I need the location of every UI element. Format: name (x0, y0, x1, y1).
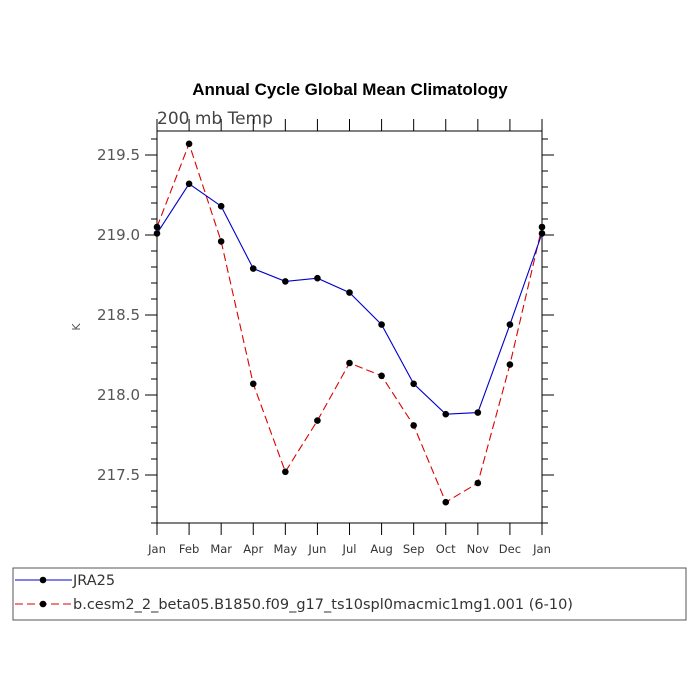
data-point-series-2 (410, 422, 417, 429)
y-tick-label: 218.0 (97, 386, 140, 404)
data-point-series-1 (185, 180, 193, 188)
chart-title: Annual Cycle Global Mean Climatology (192, 80, 508, 99)
x-tick-labels: Jan Feb Mar Apr May Jun Jul Aug Sep Oct Nov Dec Jan (147, 542, 551, 556)
data-point-series-1 (474, 409, 482, 416)
legend-marker-2 (39, 600, 47, 608)
x-tick-label: Mar (210, 542, 232, 556)
legend-label-2: b.cesm2_2_beta05.B1850.f09_g17_ts10spl0m… (73, 597, 573, 613)
data-point-series-2 (314, 417, 321, 424)
data-point-series-1 (249, 265, 257, 272)
x-tick-label: Aug (370, 542, 392, 556)
data-point-series-2 (346, 359, 353, 367)
data-point-series-1 (442, 410, 450, 418)
y-tick-label: 217.5 (97, 466, 140, 484)
chart-subtitle: 200 mb Temp (157, 109, 273, 129)
data-point-series-2 (442, 498, 450, 506)
data-point-series-2 (185, 140, 193, 148)
data-point-series-1 (282, 278, 289, 285)
legend: JRA25 b.cesm2_2_beta05.B1850.f09_g17_ts10… (12, 567, 687, 621)
x-tick-label: Feb (179, 542, 199, 556)
series-line-1 (156, 183, 543, 415)
legend-label-1: JRA25 (72, 573, 115, 589)
x-tick-label: May (273, 542, 297, 556)
x-tick-label: Oct (436, 542, 456, 556)
data-point-series-1 (346, 289, 353, 296)
tick-marks (145, 119, 554, 535)
data-point-series-2 (474, 479, 482, 487)
x-tick-label: Jun (307, 542, 326, 556)
series-line-2 (156, 142, 543, 503)
y-tick-label: 219.0 (97, 226, 140, 244)
legend-box (12, 567, 687, 621)
y-tick-labels: 217.5 218.0 218.5 219.0 219.5 (97, 146, 140, 484)
x-tick-label: Dec (499, 542, 521, 556)
x-tick-label: Apr (243, 542, 263, 556)
data-point-series-2 (217, 238, 225, 245)
x-tick-label: Jan (532, 542, 551, 556)
series-lines (153, 140, 546, 506)
x-tick-label: Nov (467, 542, 490, 556)
data-point-series-2 (378, 372, 385, 380)
data-point-series-1 (378, 321, 385, 328)
legend-marker-1 (39, 576, 47, 584)
data-point-series-2 (506, 361, 514, 368)
data-point-series-1 (410, 380, 417, 388)
plot-frame (156, 130, 543, 524)
data-point-series-1 (217, 202, 225, 210)
data-point-series-2 (249, 380, 257, 388)
x-tick-label: Jan (147, 542, 166, 556)
x-tick-label: Sep (403, 542, 425, 556)
data-point-series-1 (506, 321, 514, 328)
y-tick-label: 219.5 (97, 146, 140, 164)
x-tick-label: Jul (342, 542, 357, 556)
y-tick-label: 218.5 (97, 306, 140, 324)
data-point-series-1 (314, 274, 321, 282)
y-axis-label: K (70, 323, 83, 331)
data-point-series-2 (282, 468, 289, 476)
